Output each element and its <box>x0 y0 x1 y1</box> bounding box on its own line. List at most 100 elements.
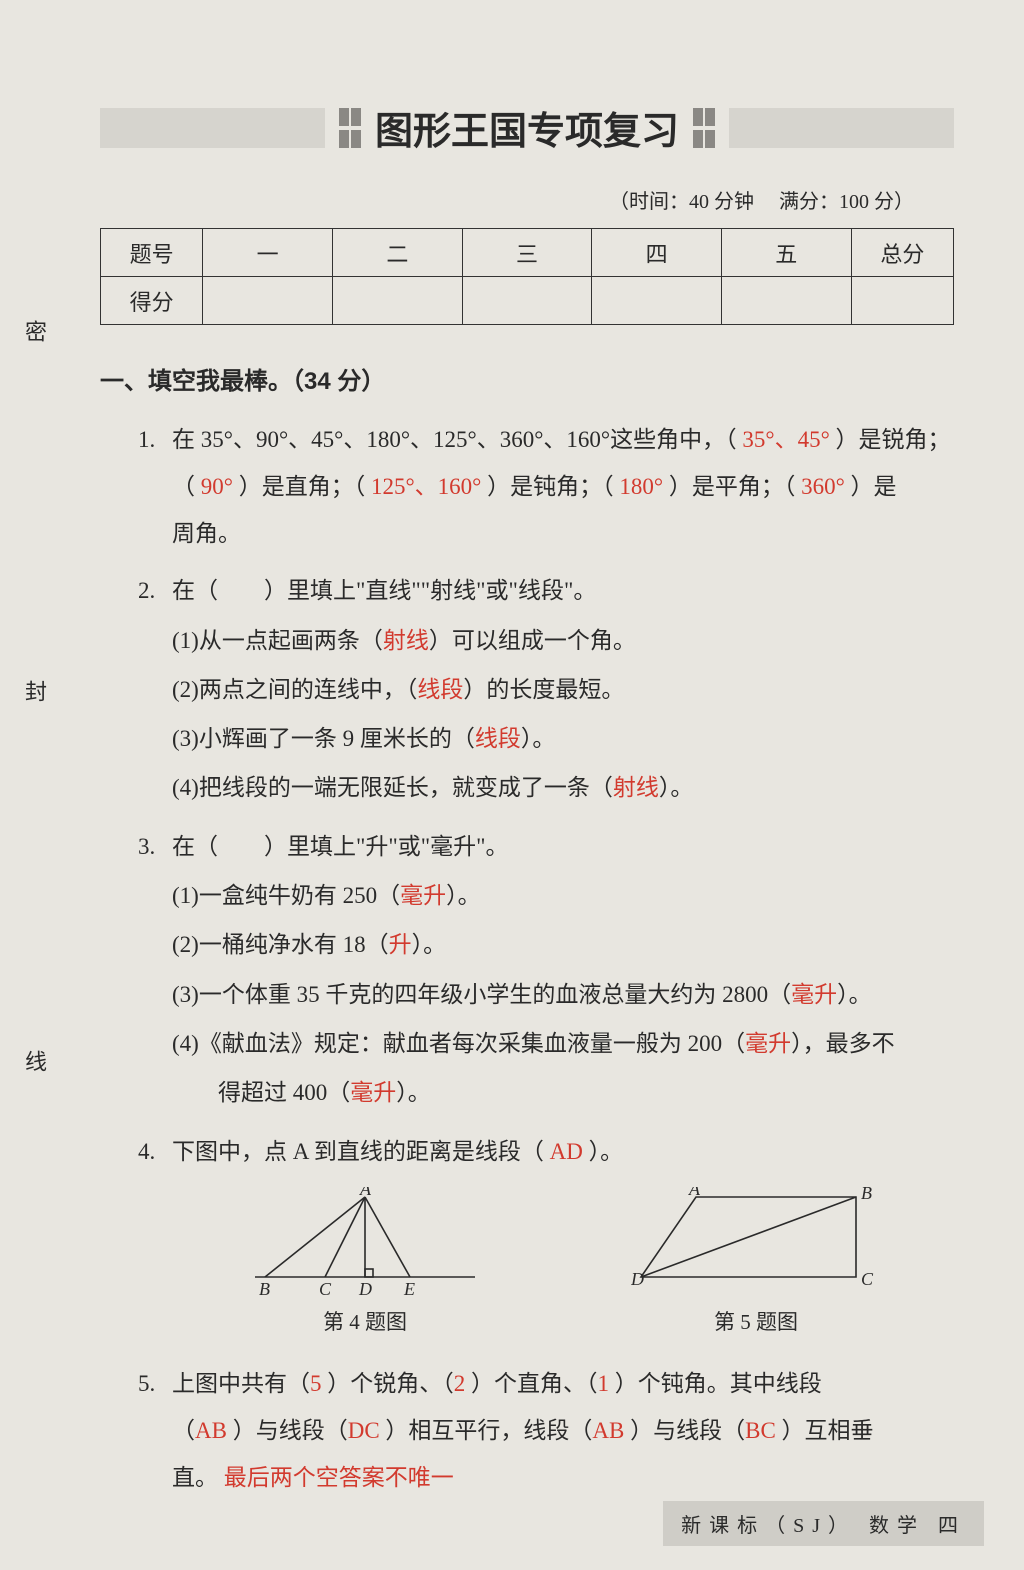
text: (1)一盒纯牛奶有 250（ <box>172 883 400 908</box>
table-row: 题号 一 二 三 四 五 总分 <box>101 229 954 277</box>
text: (2)两点之间的连线中，（ <box>172 677 417 702</box>
text: ）与线段（ <box>233 1418 348 1443</box>
point-label: C <box>861 1269 874 1289</box>
text: ）。 <box>521 726 556 751</box>
text: ）互相垂 <box>782 1418 874 1443</box>
text: (4)把线段的一端无限延长，就变成了一条（ <box>172 775 613 800</box>
text: ）。 <box>589 1139 624 1164</box>
title-decor-right <box>729 108 954 148</box>
answer: BC <box>745 1418 776 1443</box>
footer-series: 新课标（SJ） <box>681 1515 856 1537</box>
score-label: 满分：100 分） <box>779 191 914 213</box>
figure-5: A B C D 第 5 题图 <box>631 1187 881 1344</box>
triangle-diagram: A B C D E <box>245 1187 485 1297</box>
text: ）。 <box>412 932 447 957</box>
title-decor-left <box>100 108 325 148</box>
page-footer: 新课标（SJ） 数学 四 <box>663 1501 984 1546</box>
answer: 1 <box>598 1371 610 1396</box>
text: 周角。 <box>172 521 241 546</box>
answer: AB <box>195 1418 227 1443</box>
question-3: 3. 在（ ）里填上"升"或"毫升"。 (1)一盒纯牛奶有 250（毫升）。 (… <box>138 823 954 1118</box>
text: ）个钝角。其中线段 <box>615 1371 822 1396</box>
answer: 升 <box>389 932 412 957</box>
score-table: 题号 一 二 三 四 五 总分 得分 <box>100 228 954 325</box>
text: (2)一桶纯净水有 18（ <box>172 932 389 957</box>
text: ）的长度最短。 <box>463 677 624 702</box>
text: ）与线段（ <box>630 1418 745 1443</box>
quadrilateral-diagram: A B C D <box>631 1187 881 1297</box>
answer: 毫升 <box>350 1080 396 1105</box>
note: 最后两个空答案不唯一 <box>224 1465 454 1490</box>
answer: 毫升 <box>400 883 446 908</box>
point-label: D <box>631 1269 644 1289</box>
section-heading: 一、填空我最棒。（34 分） <box>100 361 954 396</box>
title-marks-right <box>693 108 715 148</box>
point-label: A <box>688 1187 701 1199</box>
text: ）是平角；（ <box>669 474 796 499</box>
text: ）。 <box>396 1080 431 1105</box>
col-header: 四 <box>592 229 722 277</box>
question-number: 5. <box>138 1360 172 1501</box>
col-header: 二 <box>333 229 463 277</box>
answer: 毫升 <box>791 982 837 1007</box>
exam-meta: （时间：40 分钟 满分：100 分） <box>100 185 954 214</box>
col-header: 五 <box>721 229 851 277</box>
answer: 射线 <box>383 628 429 653</box>
question-4: 4. 下图中，点 A 到直线的距离是线段（ AD ）。 <box>138 1128 954 1350</box>
col-header: 题号 <box>101 229 203 277</box>
text: 在（ ）里填上"升"或"毫升"。 <box>172 823 954 870</box>
text: 直。 <box>172 1465 218 1490</box>
point-label: B <box>861 1187 872 1203</box>
text: (3)小辉画了一条 9 厘米长的（ <box>172 726 475 751</box>
answer: 毫升 <box>745 1031 791 1056</box>
text: ）。 <box>446 883 481 908</box>
text: 下图中，点 A 到直线的距离是线段（ <box>172 1139 544 1164</box>
point-label: D <box>358 1279 372 1297</box>
margin-label-mi: 密 <box>18 320 50 342</box>
question-list: 1. 在 35°、90°、45°、180°、125°、360°、160°这些角中… <box>100 416 954 1502</box>
text: ）。 <box>837 982 872 1007</box>
text: ）是 <box>851 474 897 499</box>
answer: 线段 <box>475 726 521 751</box>
question-1: 1. 在 35°、90°、45°、180°、125°、360°、160°这些角中… <box>138 416 954 557</box>
margin-label-xian: 线 <box>18 1050 50 1072</box>
margin-label-feng: 封 <box>18 680 50 702</box>
figure-caption: 第 5 题图 <box>631 1301 881 1344</box>
question-number: 2. <box>138 567 172 813</box>
answer: 线段 <box>417 677 463 702</box>
text: ）个锐角、（ <box>327 1371 454 1396</box>
question-number: 1. <box>138 416 172 557</box>
text: 得超过 400（ <box>218 1080 350 1105</box>
row-label: 得分 <box>101 277 203 325</box>
question-5: 5. 上图中共有（5 ）个锐角、（2 ）个直角、（1 ）个钝角。其中线段 （AB… <box>138 1360 954 1501</box>
point-label: C <box>319 1279 332 1297</box>
figure-4: A B C D E 第 4 题图 <box>245 1187 485 1344</box>
title-marks-left <box>339 108 361 148</box>
figure-caption: 第 4 题图 <box>245 1301 485 1344</box>
answer: 射线 <box>613 775 659 800</box>
text: ）可以组成一个角。 <box>429 628 636 653</box>
text: ）是直角；（ <box>239 474 366 499</box>
table-row: 得分 <box>101 277 954 325</box>
question-number: 4. <box>138 1128 172 1350</box>
answer: 2 <box>454 1371 466 1396</box>
text: ）。 <box>659 775 694 800</box>
text: ）是钝角；（ <box>487 474 614 499</box>
point-label: A <box>359 1187 372 1199</box>
answer: 5 <box>310 1371 322 1396</box>
title-bar: 图形王国专项复习 <box>100 100 954 155</box>
text: 在（ ）里填上"直线""射线"或"线段"。 <box>172 567 954 614</box>
text: 上图中共有（ <box>172 1371 310 1396</box>
question-2: 2. 在（ ）里填上"直线""射线"或"线段"。 (1)从一点起画两条（射线）可… <box>138 567 954 813</box>
answer: DC <box>348 1418 380 1443</box>
text: ）是锐角； <box>836 427 951 452</box>
col-header: 一 <box>203 229 333 277</box>
answer: AD <box>550 1139 583 1164</box>
time-label: （时间：40 分钟 <box>609 191 754 213</box>
text: ）个直角、（ <box>471 1371 598 1396</box>
answer: 125°、160° <box>371 474 481 499</box>
text: (3)一个体重 35 千克的四年级小学生的血液总量大约为 2800（ <box>172 982 791 1007</box>
point-label: E <box>403 1279 415 1297</box>
answer: 180° <box>619 474 663 499</box>
answer: 35°、45° <box>742 427 829 452</box>
